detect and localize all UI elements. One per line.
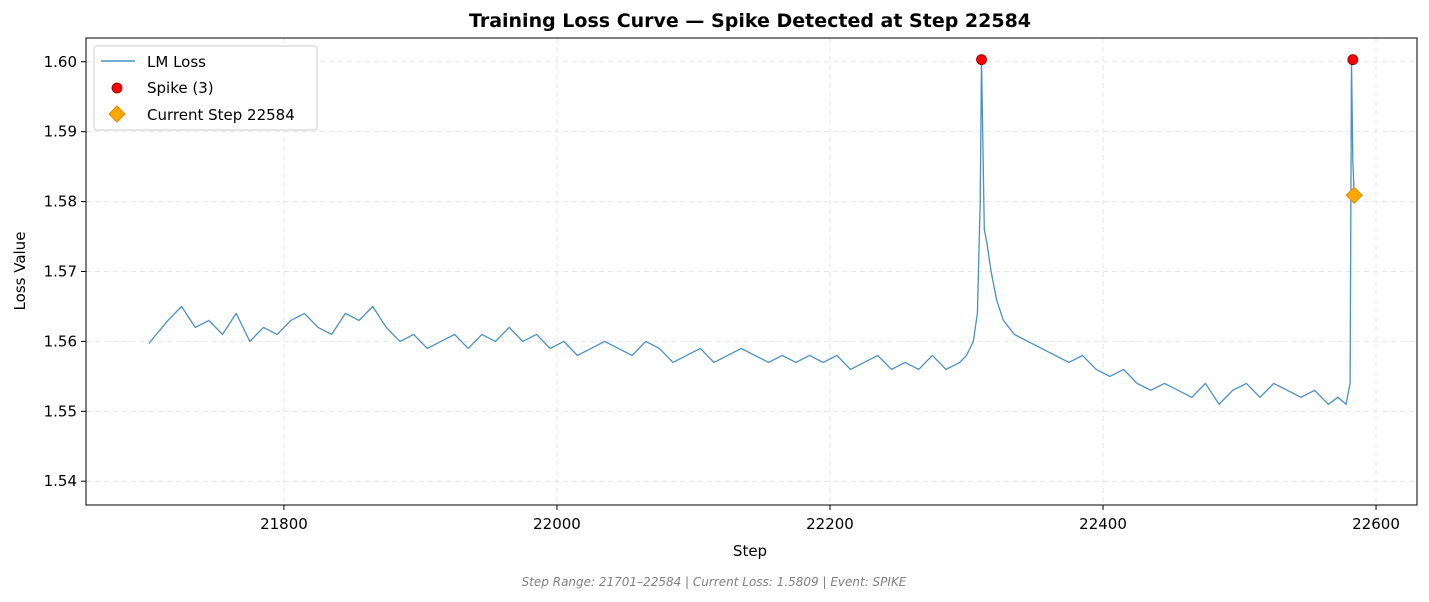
footer-status: Step Range: 21701–22584 | Current Loss: …: [522, 575, 907, 589]
y-tick-label: 1.55: [44, 402, 77, 420]
legend-current-step-swatch: [108, 105, 126, 123]
legend-label-current-step: Current Step 22584: [147, 106, 295, 124]
legend-box: [93, 45, 318, 131]
y-tick-label: 1.60: [44, 53, 77, 71]
spike-marker: [976, 54, 987, 66]
x-tick-label: 22400: [1079, 515, 1127, 533]
x-tick-label: 21800: [260, 515, 308, 533]
x-tick-label: 22600: [1352, 515, 1400, 533]
y-tick-label: 1.59: [44, 123, 77, 141]
axis-ticks: 21800 22000 22200 22400 22600 1.54 1.55 1.56 1.5…: [44, 53, 1400, 533]
plot-area: [148, 54, 1363, 405]
spike-marker: [1347, 54, 1359, 66]
legend: LM Loss Spike (3) Current Step 22584: [93, 45, 318, 131]
legend-label-spike: Spike (3): [147, 79, 214, 97]
y-tick-label: 1.58: [44, 193, 77, 211]
x-axis-label: Step: [733, 542, 767, 560]
y-tick-label: 1.54: [44, 472, 77, 490]
x-tick-label: 22200: [806, 515, 854, 533]
legend-spike-swatch: [111, 82, 123, 94]
grid: [86, 38, 1417, 505]
y-tick-label: 1.57: [44, 263, 77, 281]
lm-loss-line: [148, 59, 1355, 405]
y-tick-label: 1.56: [44, 332, 77, 350]
x-tick-label: 22000: [533, 515, 581, 533]
current-step-marker: [1345, 186, 1363, 205]
legend-label-lm-loss: LM Loss: [147, 53, 206, 71]
chart-title: Training Loss Curve — Spike Detected at …: [469, 10, 1031, 32]
y-axis-label: Loss Value: [11, 232, 29, 311]
